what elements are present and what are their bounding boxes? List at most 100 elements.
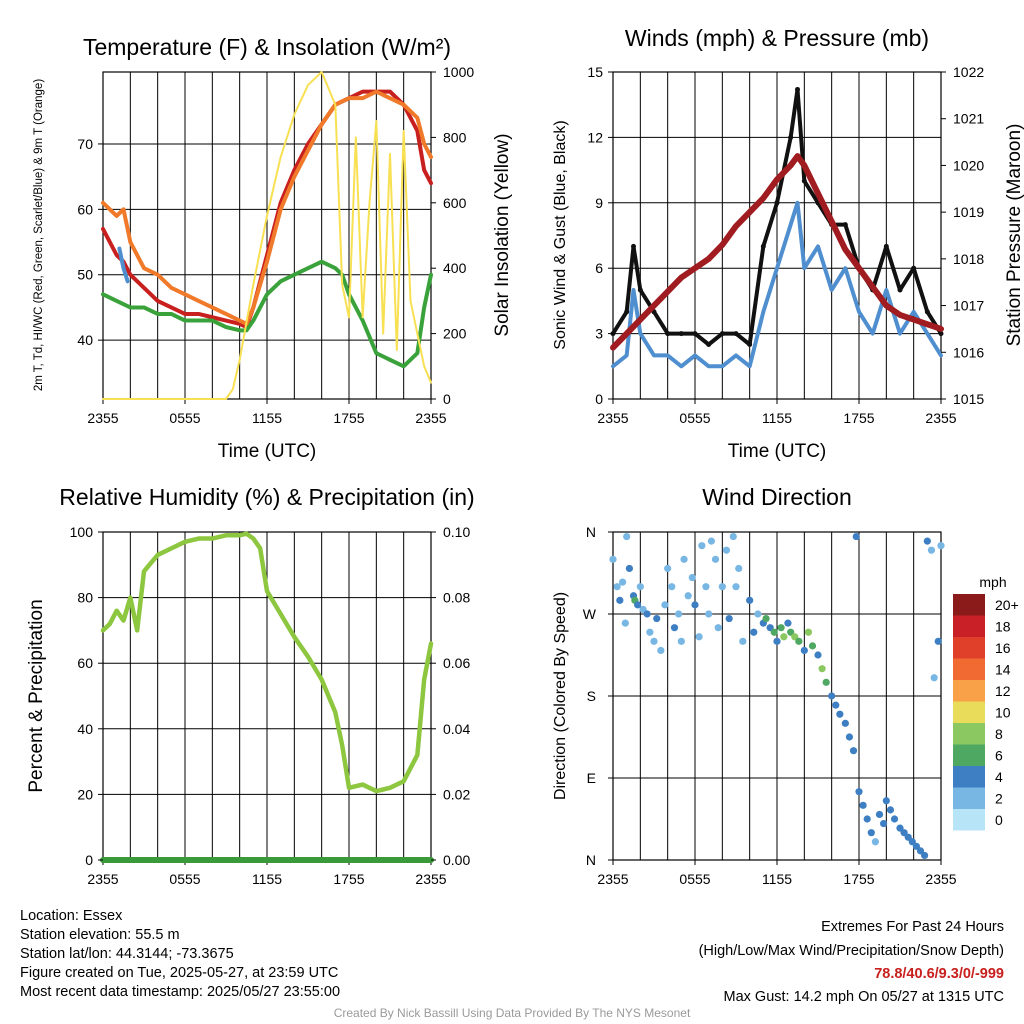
wind-direction-point: [735, 564, 743, 573]
y-tick-label: 70: [77, 136, 93, 152]
wind-direction-point: [657, 646, 665, 655]
wind-direction-point: [867, 829, 875, 837]
extremes-title: Extremes For Past 24 Hours: [821, 919, 1004, 935]
wind-direction-point: [664, 564, 672, 573]
wind-direction-point: [921, 851, 929, 860]
legend-swatch: [953, 594, 985, 616]
wind-direction-point: [886, 806, 895, 814]
wind-direction-point: [688, 573, 696, 582]
legend-swatch: [953, 766, 985, 788]
wind-direction-point: [849, 747, 858, 755]
gust-point: [631, 243, 636, 249]
wind-direction-point: [814, 651, 822, 659]
y-right-tick-label: 0.02: [443, 786, 470, 802]
wind-direction-point: [800, 646, 808, 655]
y-axis-label: 2m T, Td, HI/WC (Red, Green, Scarlet/Blu…: [33, 79, 45, 391]
wind-direction-point: [937, 542, 945, 550]
wind-direction-point: [770, 628, 778, 636]
wind-direction-point: [836, 710, 844, 718]
chart-title: Wind Direction: [702, 484, 852, 510]
info-recent: Most recent data timestamp: 2025/05/27 2…: [20, 984, 341, 1000]
y-tick-label: 0: [85, 852, 93, 868]
y-tick-label: N: [586, 524, 596, 540]
wind-direction-point: [754, 610, 762, 618]
y-right-tick-label: 800: [443, 129, 467, 145]
info-created: Figure created on Tue, 2025-05-27, at 23…: [20, 965, 339, 981]
x-tick-label: 1155: [252, 871, 282, 887]
gust-point: [788, 134, 794, 140]
y-axis-label: Sonic Wind & Gust (Blue, Black): [552, 120, 569, 349]
legend-swatch: [953, 744, 985, 766]
wind-direction-point: [646, 628, 654, 636]
legend-label: 20+: [995, 597, 1019, 613]
legend-label: 14: [995, 661, 1011, 677]
wind-direction-point: [702, 583, 710, 591]
legend-swatch: [953, 701, 985, 723]
y-right-tick-label: 400: [443, 260, 467, 276]
wind-direction-point: [618, 578, 627, 586]
wind-direction-point: [780, 633, 788, 641]
x-tick-label: 1155: [762, 871, 792, 887]
y-right-tick-label: 200: [443, 326, 467, 342]
y-tick-label: E: [587, 770, 596, 786]
y-tick-label: 15: [587, 64, 603, 80]
wind-direction-point: [643, 610, 651, 618]
series-line-sonic-wind: [611, 200, 943, 369]
wind-direction-point: [677, 637, 685, 645]
extremes-values: 78.8/40.6/9.3/0/-999: [874, 966, 1004, 982]
gust-point: [747, 342, 753, 347]
series-line-solar-insolation: [102, 71, 432, 400]
wind-direction-point: [714, 624, 722, 632]
x-tick-label: 1755: [843, 410, 874, 426]
legend-swatch: [953, 787, 985, 809]
gust-point: [692, 331, 698, 337]
y-tick-label: 80: [77, 590, 93, 606]
y-tick-label: 9: [595, 195, 603, 211]
y-tick-label: 6: [595, 260, 603, 276]
wind-direction-point: [746, 596, 754, 604]
x-tick-label: 2355: [597, 410, 628, 426]
x-tick-label: 2355: [87, 871, 118, 887]
x-tick-label: 2355: [415, 410, 446, 426]
y-tick-label: 60: [77, 201, 93, 217]
legend-swatch: [953, 680, 985, 702]
y-tick-label: 0: [595, 391, 603, 407]
y-right-tick-label: 0.10: [443, 524, 470, 540]
wind-direction-point: [804, 628, 813, 636]
y-right-tick-label: 1000: [443, 64, 474, 80]
info-latlon: Station lat/lon: 44.3144; -73.3675: [20, 946, 234, 962]
gust-point: [795, 86, 800, 92]
wind-direction-point: [653, 614, 661, 623]
chart-title: Relative Humidity (%) & Precipitation (i…: [59, 484, 474, 510]
y-right-axis-label: Station Pressure (Maroon): [1004, 124, 1024, 347]
wind-direction-point: [795, 637, 803, 645]
y-right-tick-label: 0.04: [443, 721, 470, 737]
y-tick-label: 40: [77, 721, 93, 737]
wind-direction-point: [880, 819, 888, 828]
wind-direction-point: [722, 546, 731, 554]
y-tick-label: W: [583, 606, 597, 622]
wind-direction-point: [934, 637, 942, 645]
wind-direction-point: [859, 801, 867, 809]
legend-swatch: [953, 809, 985, 831]
series-line-station-pressure: [610, 153, 944, 351]
wind-direction-point: [670, 624, 679, 632]
y-right-tick-label: 0.08: [443, 590, 470, 606]
wind-direction-point: [773, 637, 781, 645]
gust-point: [637, 287, 643, 293]
legend-label: 18: [995, 618, 1011, 634]
wind-direction-point: [616, 596, 624, 604]
gust-point: [719, 331, 725, 337]
wind-direction-point: [705, 610, 713, 618]
chart-title: Winds (mph) & Pressure (mb): [625, 25, 929, 51]
y-right-tick-label: 1019: [953, 204, 984, 220]
x-tick-label: 2355: [925, 410, 956, 426]
info-location: Location: Essex: [20, 908, 123, 924]
wind-direction-point: [930, 674, 938, 682]
wind-direction-point: [707, 537, 716, 545]
legend-label: 12: [995, 683, 1011, 699]
legend-swatch: [953, 723, 985, 745]
x-tick-label: 0555: [679, 410, 710, 426]
wind-direction-point: [609, 555, 617, 563]
wind-direction-point: [698, 542, 706, 550]
